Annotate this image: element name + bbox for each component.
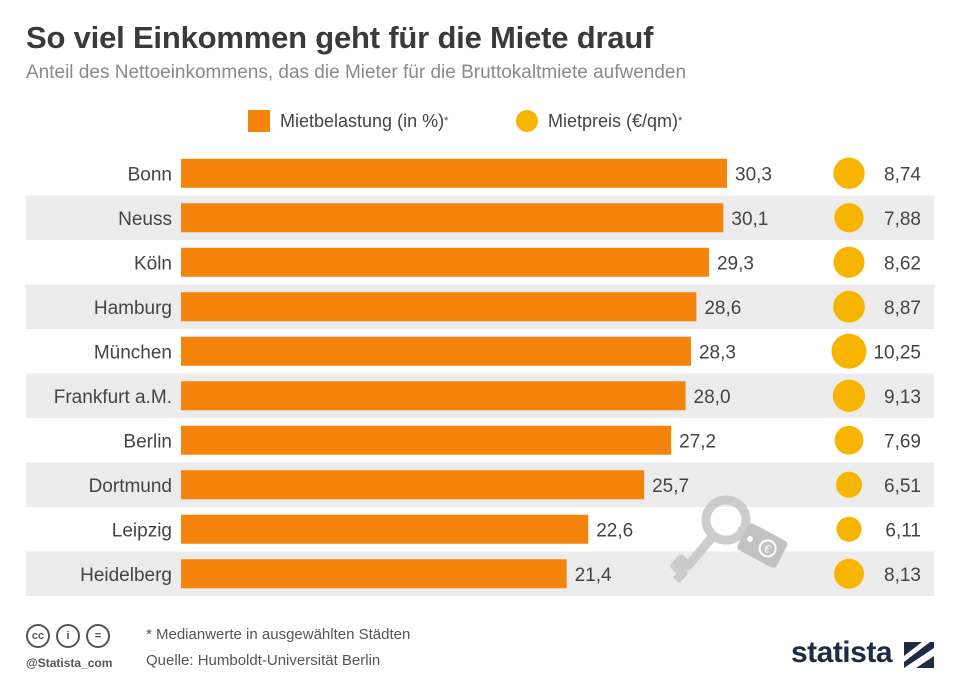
bar-value-label: 28,6 <box>704 298 741 319</box>
price-value-label: 8,87 <box>884 298 921 319</box>
bar-value-label: 30,3 <box>735 164 772 185</box>
category-label: Berlin <box>123 431 172 452</box>
price-value-label: 7,69 <box>884 431 921 452</box>
legend: Mietbelastung (in %) * Mietpreis (€/qm) * <box>0 110 960 136</box>
category-label: Heidelberg <box>80 565 172 586</box>
bar <box>181 158 727 188</box>
price-dot <box>836 516 862 542</box>
bar <box>181 470 645 500</box>
cc-icon[interactable]: cc <box>26 624 50 648</box>
legend-dot-swatch <box>516 110 538 132</box>
svg-text:€: € <box>762 543 773 556</box>
legend-bar-label: Mietbelastung (in %) <box>280 110 445 131</box>
price-value-label: 10,25 <box>873 342 921 363</box>
legend-item-bar: Mietbelastung (in %) * <box>248 110 448 132</box>
bar-value-label: 25,7 <box>652 476 689 497</box>
bar-value-label: 28,3 <box>699 342 736 363</box>
bar-value-label: 21,4 <box>575 565 612 586</box>
category-label: Dortmund <box>89 476 172 497</box>
price-dot <box>834 558 864 589</box>
price-dot <box>834 425 864 455</box>
price-dot <box>836 471 862 498</box>
bar-value-label: 27,2 <box>679 431 716 452</box>
price-dot <box>834 203 864 233</box>
key-icon: € <box>670 495 788 584</box>
attribution-icon[interactable]: i <box>56 624 80 648</box>
legend-bar-asterisk: * <box>444 115 449 127</box>
bar-value-label: 22,6 <box>596 520 633 541</box>
bar-value-label: 28,0 <box>694 387 731 408</box>
chart-title: So viel Einkommen geht für die Miete dra… <box>26 20 654 55</box>
price-dot <box>831 333 867 369</box>
legend-dot-label: Mietpreis (€/qm) <box>548 110 679 131</box>
footnote: * Medianwerte in ausgewählten Städten <box>146 626 411 643</box>
category-label: München <box>94 342 172 363</box>
bar <box>181 514 589 544</box>
legend-dot-asterisk: * <box>678 115 683 127</box>
bar <box>181 292 697 322</box>
statista-logo-icon <box>904 642 934 668</box>
chart-subtitle: Anteil des Nettoeinkommens, das die Miet… <box>26 62 687 83</box>
no-derivatives-icon[interactable]: = <box>86 624 110 648</box>
category-label: Leipzig <box>112 520 172 541</box>
bar <box>181 203 724 233</box>
category-label: Frankfurt a.M. <box>54 387 172 408</box>
category-label: Hamburg <box>94 298 172 319</box>
statista-logo-text[interactable]: statista <box>790 636 893 669</box>
legend-item-dot: Mietpreis (€/qm) * <box>516 110 682 132</box>
bar <box>181 336 691 366</box>
license-icons: cc i = <box>26 624 110 648</box>
price-value-label: 8,62 <box>884 253 921 274</box>
price-dot <box>833 290 865 323</box>
bar-value-label: 30,1 <box>731 209 768 230</box>
category-label: Köln <box>134 253 172 274</box>
bar <box>181 559 567 589</box>
price-dot <box>832 379 866 412</box>
bar-value-label: 29,3 <box>717 253 754 274</box>
bar <box>181 247 709 277</box>
bar <box>181 425 672 455</box>
category-label: Neuss <box>118 209 172 230</box>
price-value-label: 8,13 <box>884 565 921 586</box>
price-value-label: 8,74 <box>884 164 921 185</box>
legend-bar-swatch <box>248 110 270 132</box>
source-note: Quelle: Humboldt-Universität Berlin <box>146 652 381 669</box>
price-dot <box>833 157 865 189</box>
price-dot <box>833 246 865 278</box>
statista-handle[interactable]: @Statista_com <box>26 656 113 670</box>
price-value-label: 6,11 <box>885 520 921 541</box>
price-value-label: 9,13 <box>884 387 921 408</box>
price-value-label: 6,51 <box>884 476 921 497</box>
category-label: Bonn <box>128 164 172 185</box>
price-value-label: 7,88 <box>884 209 921 230</box>
bar <box>181 381 686 411</box>
